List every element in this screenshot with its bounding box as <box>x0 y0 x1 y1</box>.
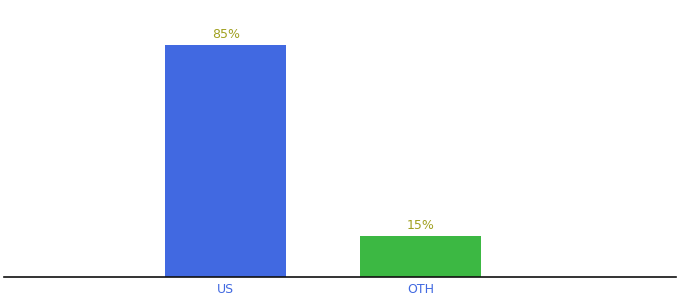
Bar <box>360 236 481 277</box>
Text: 15%: 15% <box>407 219 435 232</box>
Bar <box>165 45 286 277</box>
Text: 85%: 85% <box>211 28 240 41</box>
